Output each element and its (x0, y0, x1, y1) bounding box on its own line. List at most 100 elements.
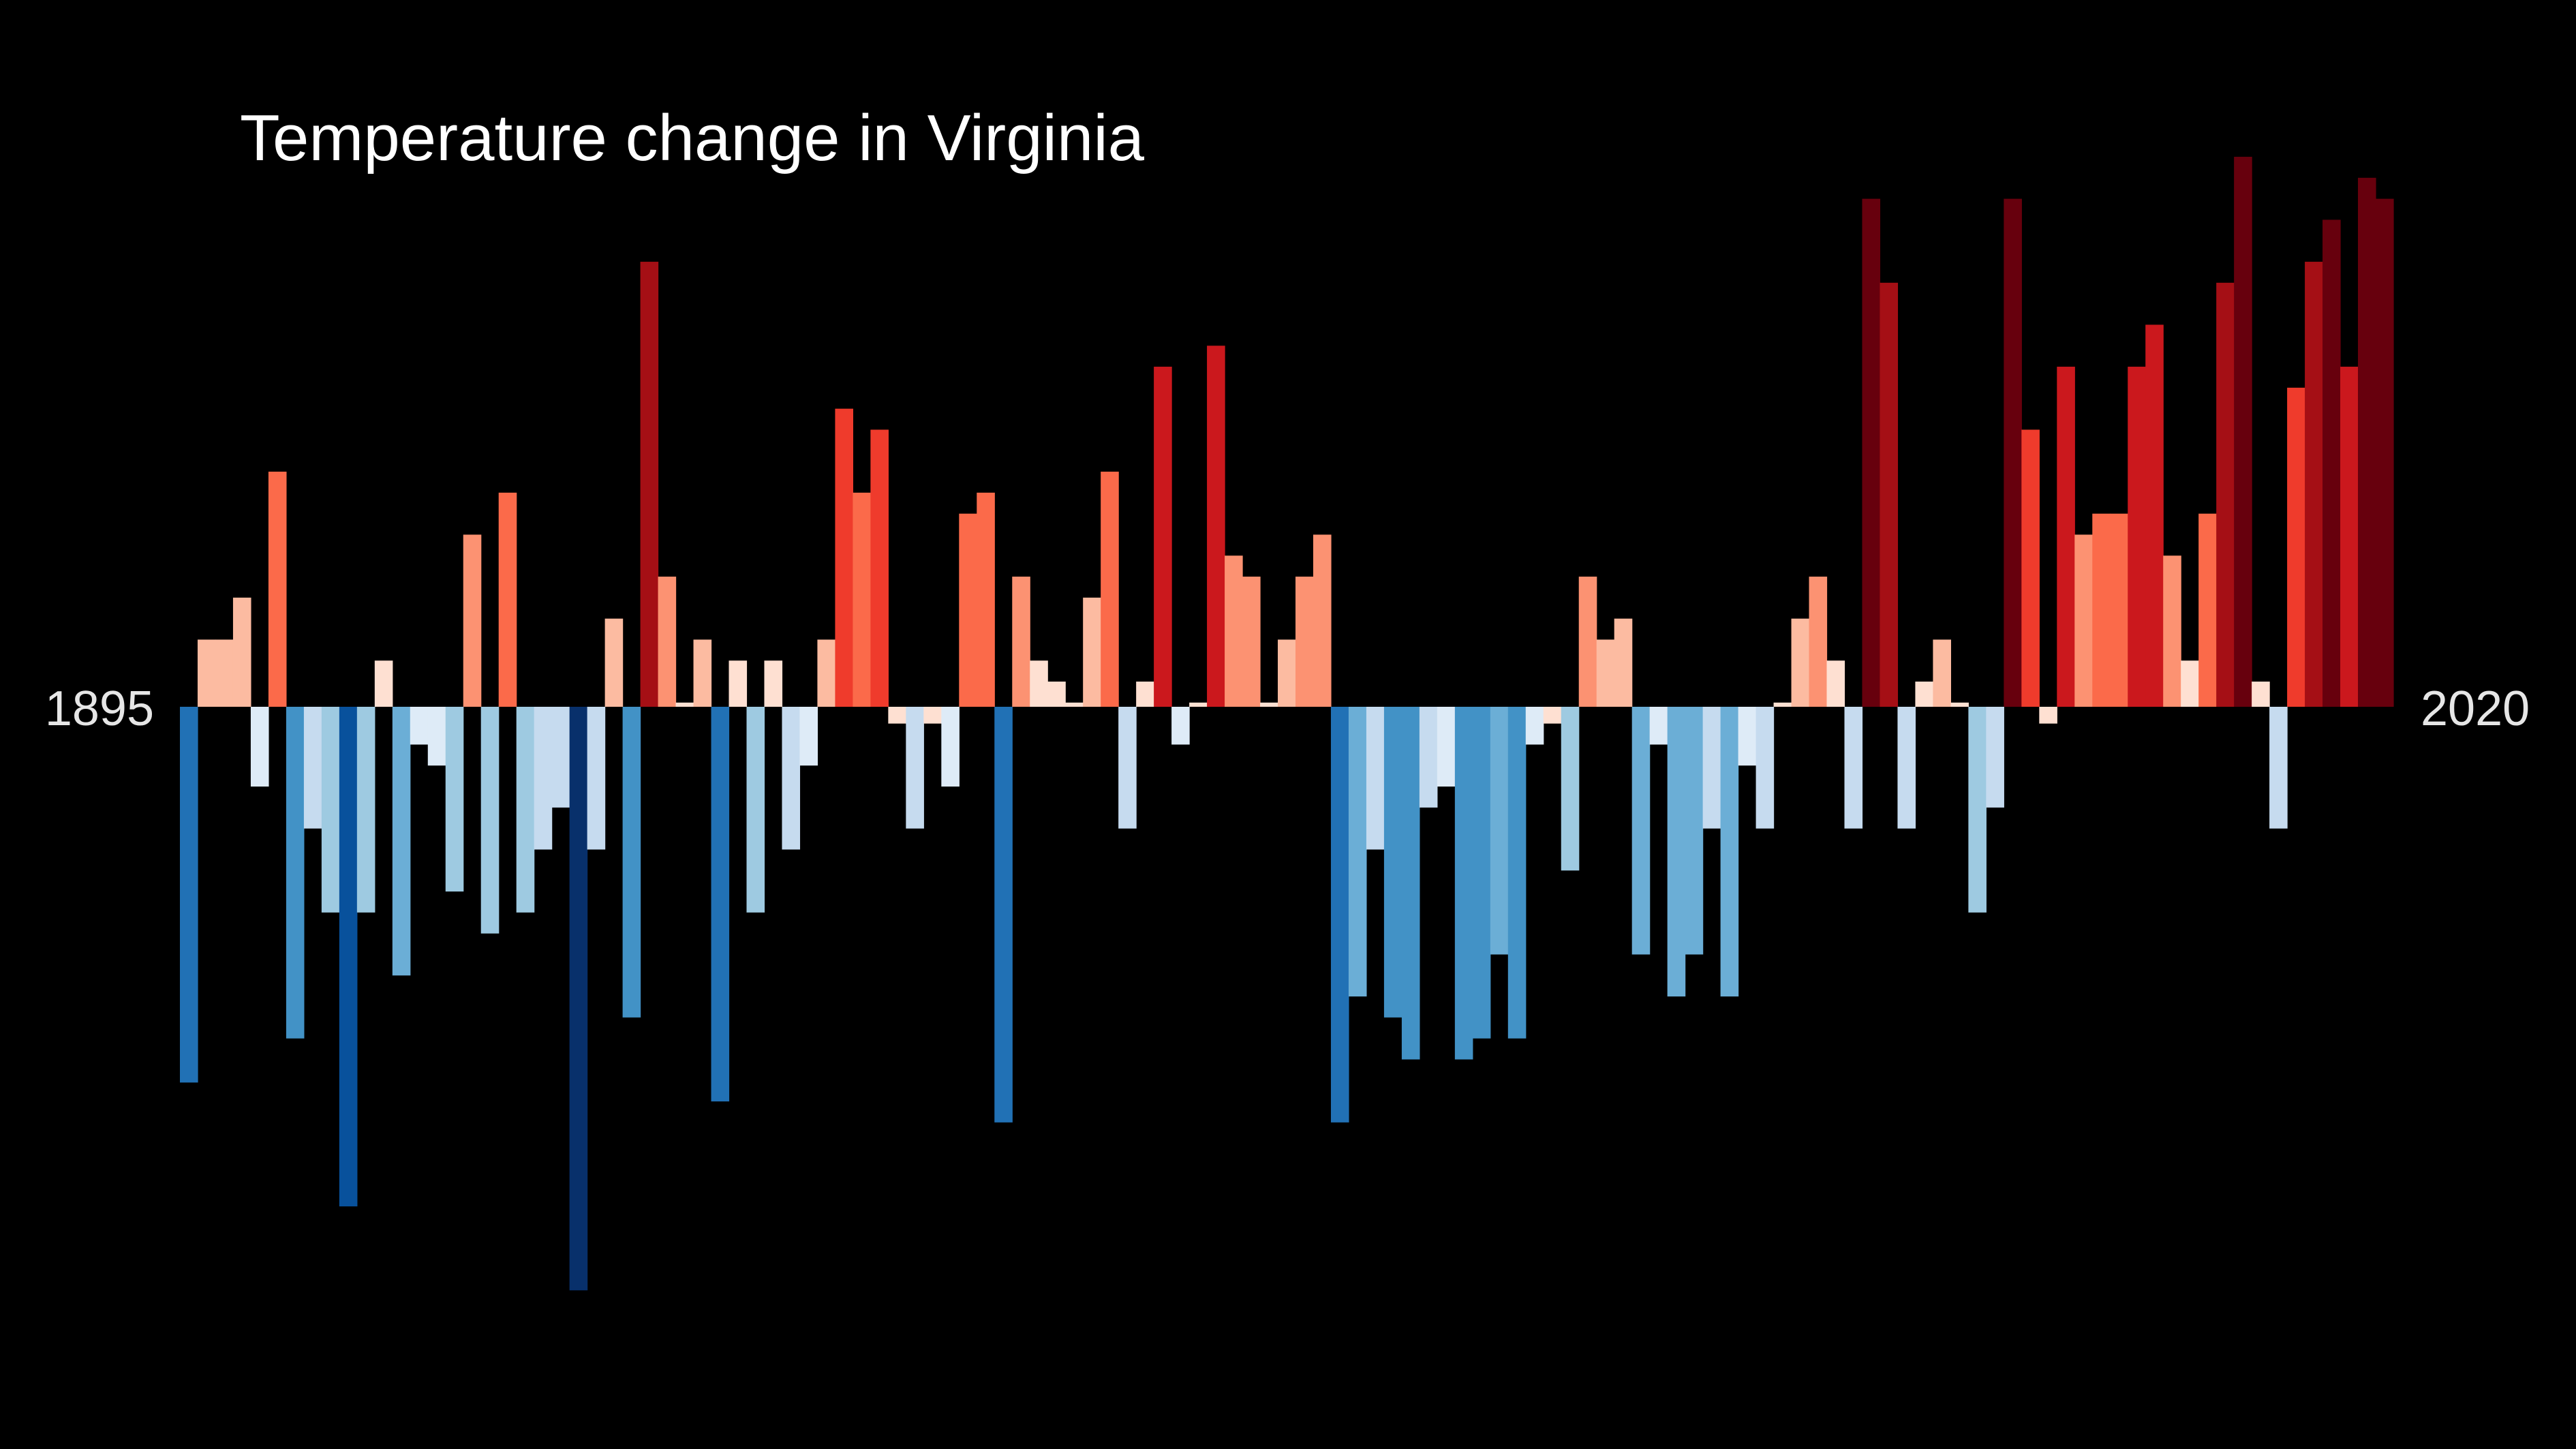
bar-1919 (604, 618, 624, 707)
bar-1959 (1313, 534, 1332, 707)
bar-1901 (286, 707, 305, 1039)
bar-1972 (1543, 707, 1562, 724)
bar-1985 (1773, 702, 1792, 707)
bar-2017 (2340, 367, 2359, 707)
bar-1988 (1826, 660, 1845, 707)
bar-1980 (1685, 707, 1704, 955)
bar-1941 (994, 707, 1013, 1123)
bar-1990 (1862, 198, 1881, 707)
bar-2012 (2252, 682, 2270, 707)
bar-2000 (2039, 707, 2057, 724)
bar-1946 (1083, 597, 1101, 707)
bar-1994 (1933, 639, 1951, 707)
bar-1950 (1154, 367, 1172, 707)
bar-1902 (303, 707, 322, 829)
bar-1971 (1525, 707, 1544, 745)
bar-1989 (1844, 707, 1863, 829)
bar-1965 (1419, 707, 1438, 808)
bar-1930 (799, 707, 818, 766)
bar-2002 (2074, 534, 2093, 707)
bar-1904 (339, 707, 358, 1207)
bar-1962 (1366, 707, 1385, 850)
bar-2018 (2358, 177, 2376, 707)
bar-2003 (2092, 513, 2111, 707)
bar-2010 (2216, 282, 2235, 707)
bar-1927 (746, 707, 765, 913)
bar-1957 (1278, 639, 1296, 707)
bar-1915 (534, 707, 553, 850)
bar-1993 (1915, 682, 1934, 707)
bar-1975 (1596, 639, 1615, 707)
bar-1925 (711, 707, 730, 1102)
bar-1931 (817, 639, 835, 707)
bar-1896 (197, 639, 216, 707)
bar-1924 (693, 639, 712, 707)
bar-1900 (268, 472, 287, 707)
bar-2007 (2163, 555, 2181, 707)
bar-2016 (2322, 219, 2341, 707)
bar-1934 (870, 429, 889, 707)
bar-1982 (1720, 707, 1739, 997)
bar-1987 (1809, 577, 1828, 707)
bar-1918 (587, 707, 606, 850)
bar-1970 (1507, 707, 1527, 1039)
bar-2008 (2181, 660, 2199, 707)
bar-1999 (2021, 429, 2040, 707)
bar-1952 (1189, 702, 1208, 707)
bar-1899 (250, 707, 269, 787)
bar-1903 (321, 707, 340, 913)
bar-1969 (1490, 707, 1509, 955)
bar-2004 (2110, 513, 2128, 707)
bar-1937 (923, 707, 942, 724)
bar-2009 (2198, 513, 2217, 707)
bar-1974 (1578, 577, 1597, 707)
end-year-label: 2020 (2421, 682, 2530, 736)
bar-1906 (374, 660, 393, 707)
bar-1966 (1437, 707, 1456, 787)
bar-1948 (1118, 707, 1137, 829)
bar-1911 (463, 534, 482, 707)
bar-2001 (2057, 367, 2075, 707)
bar-1912 (480, 707, 500, 934)
bar-1929 (782, 707, 801, 850)
bar-1913 (498, 492, 517, 707)
bar-2014 (2287, 387, 2305, 707)
bar-1995 (1950, 702, 1969, 707)
bar-1951 (1171, 707, 1190, 745)
bar-2019 (2376, 198, 2394, 707)
bar-2005 (2128, 367, 2146, 707)
bar-1979 (1667, 707, 1686, 997)
bar-2015 (2305, 262, 2323, 707)
bar-1983 (1738, 707, 1757, 766)
bar-1956 (1260, 702, 1278, 707)
bar-1938 (941, 707, 960, 787)
bar-1992 (1897, 707, 1916, 829)
bar-1998 (2004, 198, 2022, 707)
bar-1981 (1702, 707, 1721, 829)
bar-1917 (569, 707, 588, 1291)
bar-1960 (1330, 707, 1349, 1123)
bar-1910 (445, 707, 464, 892)
bar-1928 (764, 660, 783, 707)
bar-1953 (1207, 346, 1225, 707)
chart-title: Temperature change in Virginia (240, 102, 1145, 174)
bar-1986 (1791, 618, 1810, 707)
bar-2013 (2269, 707, 2288, 829)
bar-1942 (1012, 577, 1030, 707)
bar-2006 (2145, 324, 2164, 707)
bar-1923 (675, 702, 694, 707)
bar-1935 (888, 707, 906, 724)
bar-1907 (392, 707, 411, 976)
bar-1958 (1295, 577, 1314, 707)
bar-1968 (1472, 707, 1491, 1039)
bar-1996 (1968, 707, 1987, 913)
bar-1909 (427, 707, 446, 766)
bar-1897 (215, 639, 234, 707)
bar-1936 (906, 707, 924, 829)
bar-1964 (1401, 707, 1420, 1060)
bar-1926 (729, 660, 748, 707)
bar-1908 (410, 707, 429, 745)
bar-1914 (516, 707, 535, 913)
bar-1949 (1136, 682, 1154, 707)
